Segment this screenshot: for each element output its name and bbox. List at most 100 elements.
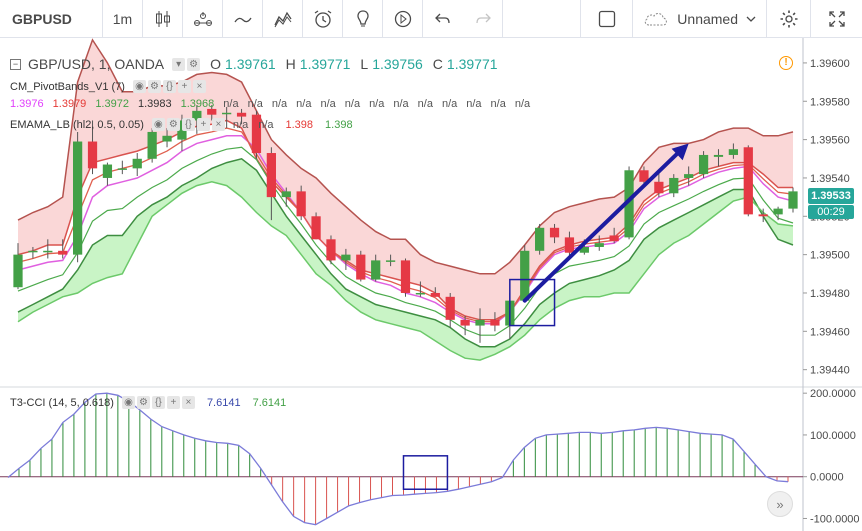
open-label: O: [210, 56, 222, 72]
eye-icon[interactable]: ◉: [151, 118, 165, 131]
candle: [43, 239, 53, 259]
collapse-icon[interactable]: −: [10, 58, 21, 70]
price-axis: 1.396001.395801.395601.395401.395201.395…: [803, 58, 850, 377]
candle: [296, 185, 306, 221]
settings-button[interactable]: [766, 0, 810, 38]
expand-button[interactable]: [810, 0, 862, 38]
candle-body: [758, 214, 768, 217]
emama-lower-line: [17, 157, 794, 348]
price-tick-label: 1.39440: [810, 365, 850, 377]
candle: [87, 120, 98, 175]
price-tick-label: 1.39540: [810, 173, 850, 185]
eye-icon[interactable]: ◉: [132, 80, 146, 93]
source-icon[interactable]: {}: [162, 80, 176, 93]
candle: [28, 246, 38, 259]
candle: [102, 162, 113, 186]
candle-body: [58, 250, 68, 255]
fullscreen-box-button[interactable]: [580, 0, 632, 38]
candle: [415, 281, 426, 297]
templates-icon[interactable]: [263, 0, 303, 38]
settings-icon[interactable]: ⚙: [166, 118, 180, 131]
add-icon[interactable]: +: [166, 396, 180, 409]
candle-body: [490, 319, 500, 326]
replay-icon[interactable]: [383, 0, 423, 38]
pivot-value: 1.3968: [180, 98, 215, 110]
low-label: L: [360, 56, 369, 72]
candle: [236, 108, 247, 125]
candle: [147, 128, 157, 163]
settings-icon[interactable]: ⚙: [187, 57, 201, 71]
pivot-value: 1.3979: [52, 98, 87, 110]
candle-body: [311, 216, 321, 240]
idea-icon[interactable]: [343, 0, 383, 38]
candle: [132, 153, 142, 177]
alert-icon[interactable]: [303, 0, 343, 38]
warning-icon[interactable]: !: [779, 56, 793, 70]
candle-body: [266, 153, 276, 198]
close-value: 1.39771: [446, 56, 498, 72]
annotation-box: [509, 278, 556, 327]
cci-tick-label: 0.0000: [810, 472, 844, 484]
add-icon[interactable]: +: [177, 80, 191, 93]
dropdown-icon[interactable]: ▾: [172, 57, 186, 71]
na-value: n/a: [232, 118, 249, 131]
symbol-search[interactable]: GBPUSD: [0, 0, 103, 38]
candle: [460, 315, 470, 336]
candle-body: [192, 110, 202, 121]
candle: [13, 243, 23, 290]
price-tick-label: 1.39580: [810, 96, 850, 108]
source-icon[interactable]: {}: [151, 396, 165, 409]
candle-body: [132, 158, 142, 169]
pivot-upper-line: [17, 38, 794, 275]
candle-body: [341, 254, 351, 261]
cci-legend: T3-CCI (14, 5, 0.618) ◉ ⚙ {} + × 7.6141 …: [10, 396, 286, 409]
main-series-title: GBP/USD, 1, OANDA: [28, 56, 165, 72]
candle: [222, 107, 232, 129]
close-label: C: [432, 56, 443, 72]
settings-icon[interactable]: ⚙: [136, 396, 150, 409]
add-icon[interactable]: +: [196, 118, 210, 131]
emama-title: EMAMA_LB (hl2, 0.5, 0.05): [10, 118, 144, 131]
source-icon[interactable]: {}: [181, 118, 195, 131]
candle-body: [102, 164, 113, 178]
chart-area: 1.396001.395801.395601.395401.395201.395…: [0, 38, 862, 531]
candle: [251, 110, 262, 159]
na-value: n/a: [369, 98, 385, 110]
indicators-icon[interactable]: [183, 0, 223, 38]
candle: [564, 231, 575, 259]
timeframe-button[interactable]: 1m: [103, 0, 143, 38]
trend-arrow-line: [522, 146, 685, 303]
candles-icon[interactable]: [143, 0, 183, 38]
redo-icon[interactable]: [463, 0, 503, 38]
main-series-legend: − GBP/USD, 1, OANDA ▾ ⚙ O 1.39761 H 1.3977…: [10, 56, 498, 72]
candle: [728, 143, 739, 159]
candle: [773, 206, 783, 221]
candle-body: [281, 191, 291, 198]
candle-body: [669, 177, 679, 194]
candle-body: [579, 246, 589, 253]
candle-body: [549, 227, 560, 238]
close-icon[interactable]: ×: [192, 80, 206, 93]
na-value: n/a: [441, 98, 458, 110]
candle: [311, 212, 321, 240]
chart-canvas[interactable]: 1.396001.395801.395601.395401.395201.395…: [0, 38, 862, 531]
candle: [713, 149, 724, 167]
candle-body: [698, 154, 709, 175]
candle-body: [728, 149, 739, 155]
close-icon[interactable]: ×: [181, 396, 195, 409]
candle-body: [251, 114, 262, 154]
compare-icon[interactable]: [223, 0, 263, 38]
undo-icon[interactable]: [423, 0, 463, 38]
scroll-to-realtime-button[interactable]: »: [767, 491, 793, 517]
candle: [684, 166, 694, 186]
pivot-title: CM_PivotBands_V1 (7): [10, 80, 125, 93]
last-price-badge: 1.39533: [808, 188, 854, 204]
settings-icon[interactable]: ⚙: [147, 80, 161, 93]
gear-icon: [780, 10, 797, 27]
layout-menu[interactable]: Unnamed: [632, 0, 766, 38]
cloud-icon: [645, 12, 668, 25]
price-tick-label: 1.39500: [810, 250, 850, 262]
candle-body: [13, 254, 23, 288]
eye-icon[interactable]: ◉: [121, 396, 135, 409]
close-icon[interactable]: ×: [211, 118, 225, 131]
